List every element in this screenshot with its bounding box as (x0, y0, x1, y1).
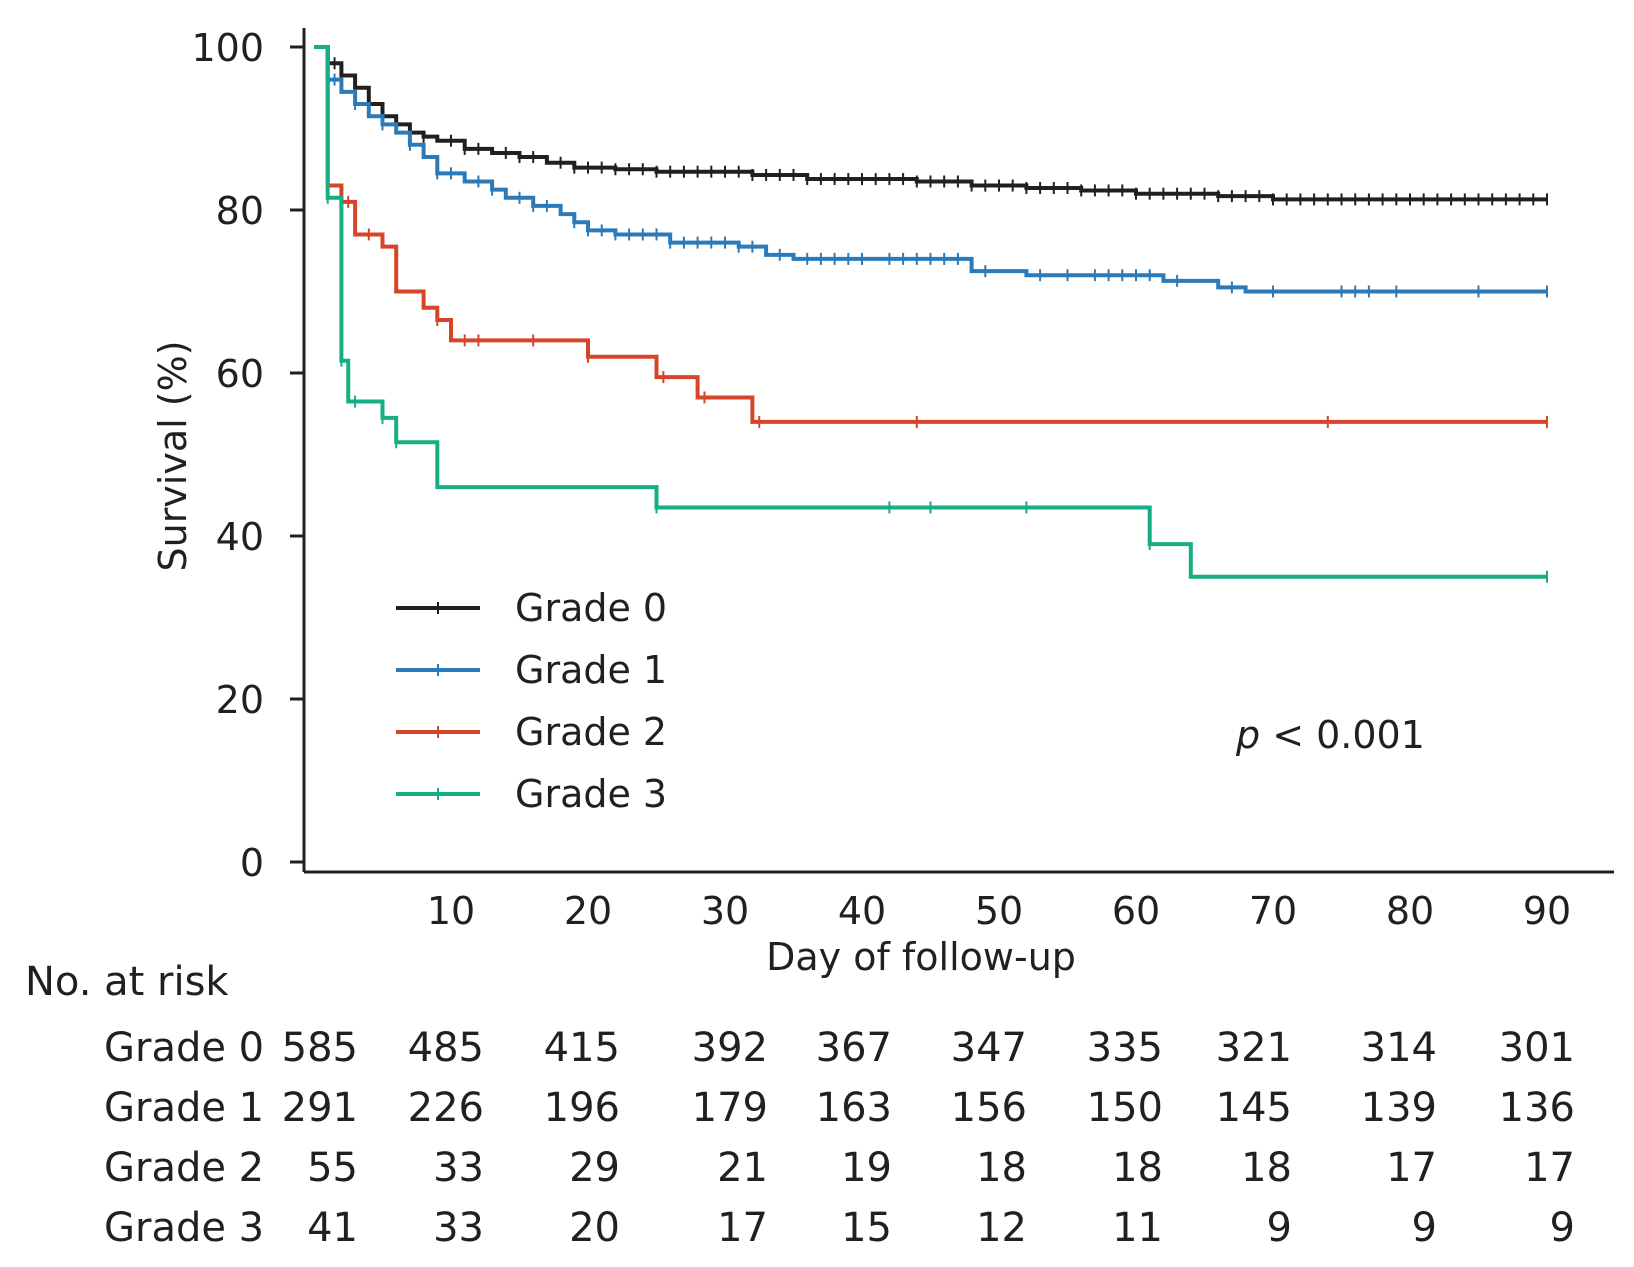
x-tick-label: 50 (975, 889, 1023, 933)
y-axis-title: Survival (%) (151, 340, 195, 571)
p-value-annotation: p < 0.001 (1235, 713, 1425, 757)
axes (302, 28, 1614, 874)
x-tick-label: 80 (1386, 889, 1434, 933)
y-tick-label: 0 (240, 841, 264, 885)
y-ticks: 0 20 40 60 80 100 (191, 26, 304, 885)
legend: Grade 0 Grade 1 Grade 2 Grade 3 (396, 586, 667, 816)
x-axis-title: Day of follow-up (766, 935, 1076, 979)
x-tick-label: 70 (1249, 889, 1297, 933)
curve-grade-3 (314, 45, 1547, 579)
y-tick-label: 60 (216, 352, 264, 396)
x-tick-label: 40 (838, 889, 886, 933)
legend-label-grade-1: Grade 1 (515, 648, 667, 692)
x-tick-label: 30 (701, 889, 749, 933)
legend-label-grade-0: Grade 0 (515, 586, 667, 630)
curve-grade-2 (314, 45, 1547, 424)
x-tick-label: 20 (564, 889, 612, 933)
survival-curves (314, 45, 1548, 583)
p-value-text: < 0.001 (1260, 713, 1425, 757)
x-ticks: 10 20 30 40 50 60 70 80 90 (427, 889, 1571, 933)
x-tick-label: 10 (427, 889, 475, 933)
y-tick-label: 80 (216, 189, 264, 233)
x-tick-label: 60 (1112, 889, 1160, 933)
legend-label-grade-3: Grade 3 (515, 772, 667, 816)
y-tick-label: 100 (191, 26, 264, 70)
y-tick-label: 20 (216, 678, 264, 722)
p-value-symbol: p (1235, 713, 1260, 757)
y-tick-label: 40 (216, 515, 264, 559)
x-tick-label: 90 (1523, 889, 1571, 933)
legend-label-grade-2: Grade 2 (515, 710, 667, 754)
